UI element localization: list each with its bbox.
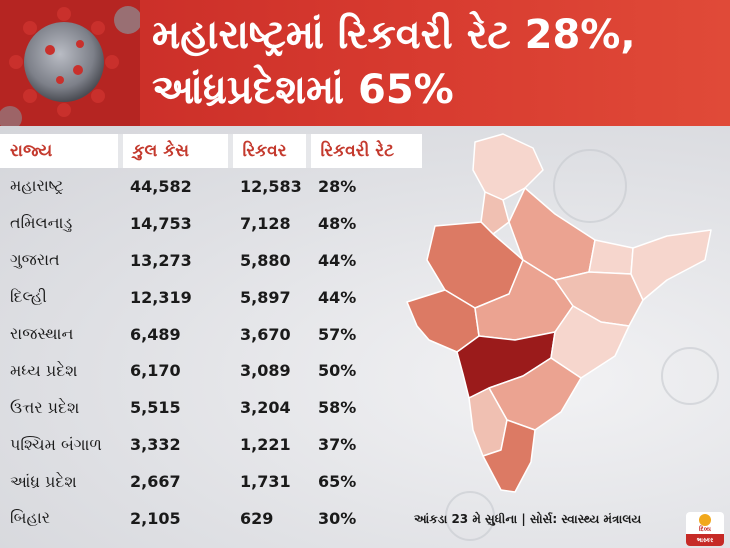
header-total-cases: કુલ કેસ xyxy=(120,134,233,168)
table-header-row: રાજ્ય કુલ કેસ રિકવર રિકવરી રેટ xyxy=(0,134,422,168)
cell-state: દિલ્હી xyxy=(10,287,47,307)
table-row: તમિલનાડુ 14,753 7,128 48% xyxy=(0,205,422,242)
cell-total-cases: 44,582 xyxy=(130,176,192,196)
cell-state: આંધ્ર પ્રદેશ xyxy=(10,471,77,491)
cell-state: ગુજરાત xyxy=(10,250,60,270)
header-banner: મહારાષ્ટ્રમાં રિકવરી રેટ 28%, આંધ્રપ્રદે… xyxy=(0,0,730,126)
headline-line-2: આંધ્રપ્રદેશમાં 65% xyxy=(152,67,454,113)
cell-state: તમિલનાડુ xyxy=(10,213,73,233)
cell-recovery-rate: 57% xyxy=(318,324,357,344)
headline: મહારાષ્ટ્રમાં રિકવરી રેટ 28%, આંધ્રપ્રદે… xyxy=(152,8,636,118)
table-row: પશ્ચિમ બંગાળ 3,332 1,221 37% xyxy=(0,426,422,463)
cell-recovery-rate: 48% xyxy=(318,213,357,233)
cell-state: બિહાર xyxy=(10,508,51,528)
table-row: ગુજરાત 13,273 5,880 44% xyxy=(0,242,422,279)
header-recovered: રિકવર xyxy=(230,134,311,168)
cell-recovery-rate: 50% xyxy=(318,361,357,381)
cell-recovered: 3,204 xyxy=(240,398,291,418)
logo-text-bottom: ભાસ્કર xyxy=(696,537,714,544)
cell-recovered: 5,880 xyxy=(240,250,291,270)
cell-recovery-rate: 37% xyxy=(318,435,357,455)
map-region-south xyxy=(482,419,536,493)
cell-total-cases: 13,273 xyxy=(130,250,192,270)
cell-recovery-rate: 65% xyxy=(318,472,357,492)
cell-state: રાજસ્થાન xyxy=(10,324,74,343)
map-region-delhi xyxy=(480,191,510,235)
table-row: મધ્ય પ્રદેશ 6,170 3,089 50% xyxy=(0,352,422,389)
cell-state: પશ્ચિમ બંગાળ xyxy=(10,434,102,454)
map-region-north xyxy=(472,133,544,201)
cell-recovered: 12,583 xyxy=(240,176,302,196)
cell-total-cases: 6,489 xyxy=(130,324,181,344)
cell-total-cases: 3,332 xyxy=(130,435,181,455)
table-row: ઉત્તર પ્રદેશ 5,515 3,204 58% xyxy=(0,389,422,426)
cell-total-cases: 5,515 xyxy=(130,398,181,418)
table-row: બિહાર 2,105 629 30% xyxy=(0,500,422,537)
cell-total-cases: 6,170 xyxy=(130,361,181,381)
cell-recovered: 3,670 xyxy=(240,324,291,344)
india-map-icon xyxy=(406,133,712,493)
cell-recovery-rate: 30% xyxy=(318,508,357,528)
map-region-north-east xyxy=(630,229,712,301)
cell-recovery-rate: 44% xyxy=(318,287,357,307)
table-row: મહારાષ્ટ્ર 44,582 12,583 28% xyxy=(0,168,422,205)
header-state: રાજ્ય xyxy=(0,134,123,168)
table-row: રાજસ્થાન 6,489 3,670 57% xyxy=(0,316,422,353)
header-recovery-rate: રિકવરી રેટ xyxy=(308,134,422,168)
cell-recovered: 7,128 xyxy=(240,213,291,233)
map-region-bihar xyxy=(588,239,634,275)
recovery-rate-table: રાજ્ય કુલ કેસ રિકવર રિકવરી રેટ મહારાષ્ટ્… xyxy=(0,134,422,537)
cell-state: ઉત્તર પ્રદેશ xyxy=(10,397,80,417)
source-note: આંકડા 23 મે સુધીના | સોર્સ: સ્વાસ્થ્ય મં… xyxy=(414,512,642,526)
logo-text-top: દિવ્ય xyxy=(699,526,711,533)
logo-bar xyxy=(686,534,724,546)
cell-total-cases: 2,105 xyxy=(130,508,181,528)
cell-total-cases: 12,319 xyxy=(130,287,192,307)
table-row: દિલ્હી 12,319 5,897 44% xyxy=(0,279,422,316)
cell-recovery-rate: 44% xyxy=(318,250,357,270)
cell-recovery-rate: 58% xyxy=(318,398,357,418)
background-virus-pattern xyxy=(445,149,719,541)
sun-icon xyxy=(699,514,711,526)
cell-recovered: 5,897 xyxy=(240,287,291,307)
coronavirus-icon xyxy=(0,0,140,126)
cell-total-cases: 2,667 xyxy=(130,472,181,492)
cell-total-cases: 14,753 xyxy=(130,213,192,233)
headline-line-1: મહારાષ્ટ્રમાં રિકવરી રેટ 28%, xyxy=(152,12,636,58)
cell-recovered: 3,089 xyxy=(240,361,291,381)
cell-state: મધ્ય પ્રદેશ xyxy=(10,360,78,380)
cell-recovery-rate: 28% xyxy=(318,176,357,196)
cell-recovered: 1,731 xyxy=(240,472,291,492)
cell-state: મહારાષ્ટ્ર xyxy=(10,176,64,196)
cell-recovered: 629 xyxy=(240,508,274,528)
cell-recovered: 1,221 xyxy=(240,435,291,455)
divya-bhaskar-logo: દિવ્ય ભાસ્કર xyxy=(686,512,724,546)
table-row: આંધ્ર પ્રદેશ 2,667 1,731 65% xyxy=(0,463,422,500)
